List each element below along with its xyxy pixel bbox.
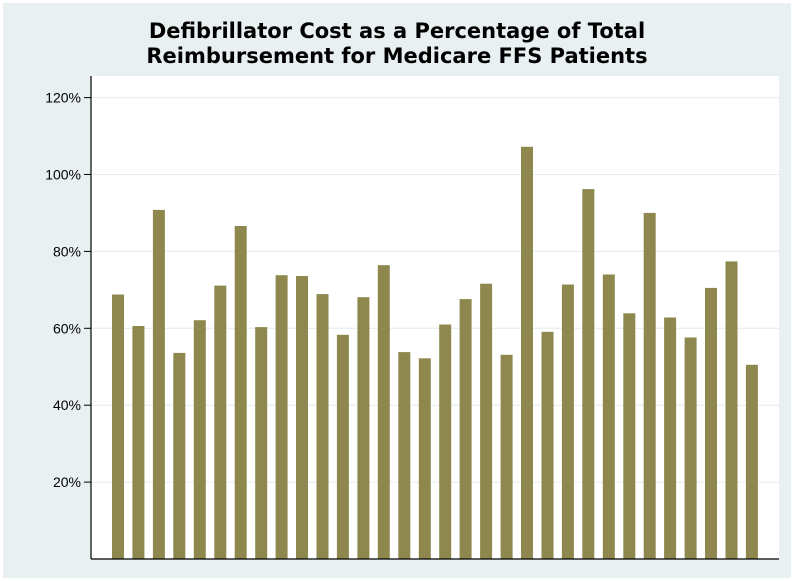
bar (623, 313, 636, 559)
bar (439, 324, 452, 559)
bar (234, 226, 247, 559)
bar (643, 212, 656, 559)
bar (480, 283, 493, 559)
chart-title-line-2: Reimbursement for Medicare FFS Patients (146, 44, 648, 68)
y-tick-label: 80% (53, 243, 81, 259)
bar (684, 337, 697, 559)
bar (132, 326, 145, 559)
bar (725, 261, 738, 559)
bar (173, 352, 186, 559)
bar (275, 275, 288, 559)
bar (377, 265, 390, 559)
bar (459, 299, 472, 559)
bar (418, 358, 431, 559)
bar (561, 284, 574, 559)
y-tick-label: 100% (45, 167, 81, 183)
bar (152, 209, 165, 559)
bar (214, 285, 227, 559)
bar (193, 320, 206, 559)
y-tick-label: 60% (53, 320, 81, 336)
y-tick-label: 20% (53, 474, 81, 490)
bar (521, 146, 533, 560)
bars (112, 146, 758, 560)
bar (112, 294, 124, 559)
bar (705, 287, 717, 559)
bar (316, 294, 329, 559)
bar (255, 327, 268, 559)
bar (500, 354, 513, 559)
bar (602, 274, 615, 559)
bar (664, 317, 677, 559)
bar (582, 189, 595, 559)
bar (398, 352, 411, 559)
bar (745, 364, 758, 559)
y-tick-label: 40% (53, 397, 81, 413)
bar (336, 334, 349, 559)
bar (541, 331, 554, 559)
bar (357, 297, 370, 559)
bar (296, 276, 308, 559)
chart-title-line-1: Defibrillator Cost as a Percentage of To… (148, 19, 646, 43)
y-ticks: 20% 40% 60% 80% 100% 120% (45, 90, 91, 490)
y-tick-label: 120% (45, 90, 81, 106)
axes (90, 76, 779, 560)
